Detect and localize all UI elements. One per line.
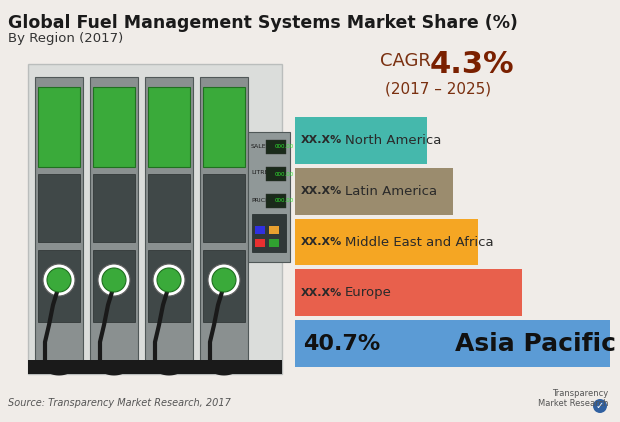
- Bar: [28, 360, 282, 374]
- Circle shape: [47, 268, 71, 292]
- Text: ✓: ✓: [596, 401, 604, 411]
- Text: Asia Pacific: Asia Pacific: [455, 332, 616, 356]
- Text: CAGR: CAGR: [380, 52, 431, 70]
- Text: Europe: Europe: [345, 286, 392, 299]
- Text: 4.3%: 4.3%: [430, 50, 515, 79]
- Bar: [266, 167, 286, 181]
- Bar: [269, 226, 279, 234]
- Bar: [203, 174, 245, 242]
- Bar: [295, 269, 522, 316]
- Bar: [38, 174, 80, 242]
- Text: XX.X%: XX.X%: [301, 135, 342, 146]
- Circle shape: [208, 264, 240, 296]
- Circle shape: [153, 264, 185, 296]
- Text: 000.00: 000.00: [275, 144, 294, 149]
- Text: North America: North America: [345, 134, 441, 147]
- Bar: [38, 250, 80, 322]
- Text: 000.00: 000.00: [275, 171, 294, 176]
- Circle shape: [43, 264, 75, 296]
- Bar: [93, 250, 135, 322]
- Bar: [148, 87, 190, 167]
- Bar: [255, 226, 265, 234]
- Circle shape: [157, 268, 181, 292]
- Text: Latin America: Latin America: [345, 185, 437, 197]
- Text: XX.X%: XX.X%: [301, 237, 342, 247]
- Text: Global Fuel Management Systems Market Share (%): Global Fuel Management Systems Market Sh…: [8, 14, 518, 32]
- Text: XX.X%: XX.X%: [301, 288, 342, 298]
- Bar: [35, 77, 83, 367]
- Bar: [203, 250, 245, 322]
- Bar: [93, 87, 135, 167]
- Bar: [252, 214, 286, 252]
- Bar: [93, 174, 135, 242]
- Circle shape: [212, 268, 236, 292]
- Circle shape: [98, 264, 130, 296]
- Text: SALE: SALE: [251, 143, 267, 149]
- Text: LITRE: LITRE: [251, 170, 268, 176]
- Bar: [200, 77, 248, 367]
- Text: Source: Transparency Market Research, 2017: Source: Transparency Market Research, 20…: [8, 398, 231, 408]
- Bar: [38, 87, 80, 167]
- Bar: [148, 250, 190, 322]
- Text: PRICE: PRICE: [251, 197, 269, 203]
- Bar: [90, 77, 138, 367]
- Bar: [295, 168, 453, 215]
- Bar: [266, 140, 286, 154]
- Text: By Region (2017): By Region (2017): [8, 32, 123, 45]
- Text: 000.00: 000.00: [275, 198, 294, 203]
- Bar: [295, 320, 610, 367]
- Circle shape: [593, 399, 607, 413]
- Circle shape: [102, 268, 126, 292]
- Text: 40.7%: 40.7%: [303, 334, 380, 354]
- Bar: [248, 132, 290, 262]
- Text: Middle East and Africa: Middle East and Africa: [345, 235, 494, 249]
- Bar: [266, 194, 286, 208]
- Bar: [295, 117, 427, 164]
- Text: (2017 – 2025): (2017 – 2025): [385, 82, 491, 97]
- Bar: [148, 174, 190, 242]
- Text: Transparency
Market Research: Transparency Market Research: [538, 389, 608, 408]
- Text: XX.X%: XX.X%: [301, 186, 342, 196]
- Bar: [255, 239, 265, 247]
- Bar: [295, 219, 477, 265]
- Bar: [28, 64, 282, 374]
- Bar: [145, 77, 193, 367]
- Bar: [203, 87, 245, 167]
- Bar: [269, 239, 279, 247]
